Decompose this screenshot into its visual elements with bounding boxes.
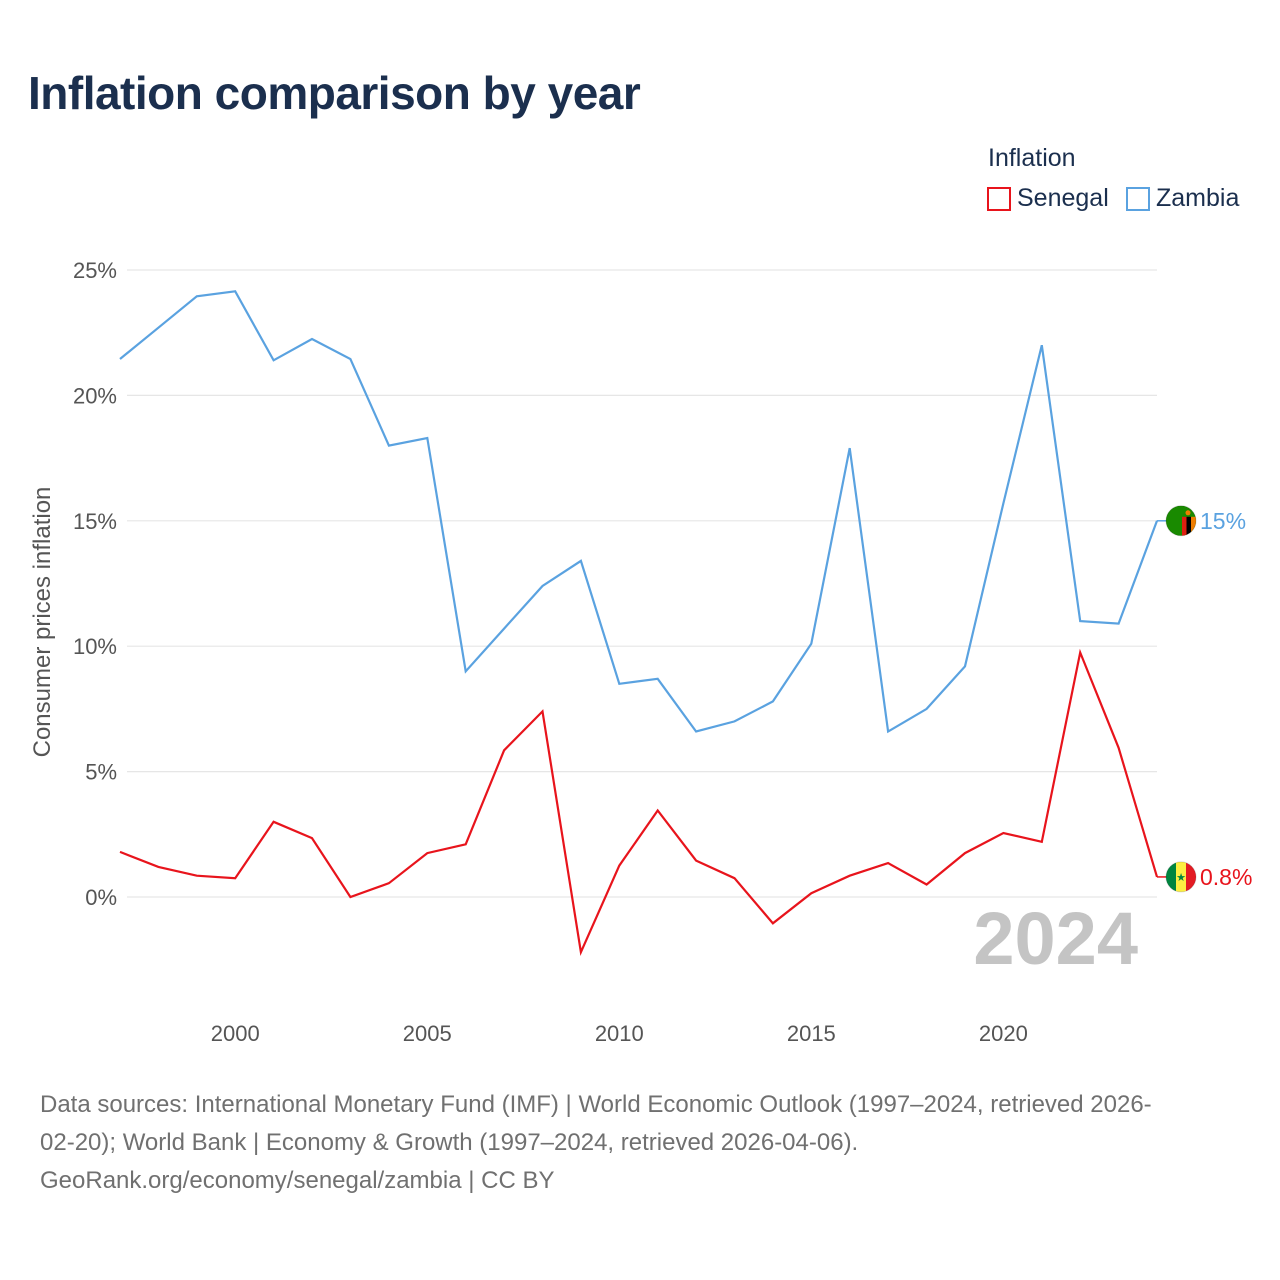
svg-text:★: ★: [1176, 872, 1186, 884]
grid-lines: [127, 269, 1157, 898]
y-tick-label: 10%: [73, 634, 117, 659]
x-tick-label: 2000: [211, 1021, 260, 1046]
y-tick-label: 5%: [85, 760, 117, 785]
sources-line-1: Data sources: International Monetary Fun…: [40, 1091, 1152, 1118]
series-line-zambia: [119, 290, 1159, 734]
legend-label-senegal: Senegal: [1017, 184, 1109, 212]
y-tick-label: 20%: [73, 383, 117, 408]
x-axis-ticks: 2000 2005 2010 2015 2020: [211, 1021, 1028, 1046]
line-chart: 0% 5% 10% 15% 20% 25% 2000 2005 2010 2015 2020 Co…: [29, 258, 1252, 1046]
series-line-senegal: [119, 648, 1159, 957]
end-label-senegal: 0.8%: [1200, 864, 1252, 890]
x-tick-label: 2020: [979, 1021, 1028, 1046]
end-label-zambia: 15%: [1200, 508, 1246, 534]
sources-line-3: GeoRank.org/economy/senegal/zambia | CC …: [40, 1167, 555, 1194]
series-end-markers: ★ 0.8% 15%: [1157, 505, 1252, 893]
y-axis-label: Consumer prices inflation: [29, 487, 56, 758]
x-tick-label: 2010: [595, 1021, 644, 1046]
senegal-flag-icon: ★: [1165, 861, 1197, 893]
legend-swatch-senegal: [987, 186, 1011, 211]
series-lines: [119, 290, 1159, 957]
data-sources: Data sources: International Monetary Fun…: [40, 1086, 1255, 1200]
legend-label-zambia: Zambia: [1156, 184, 1240, 212]
legend-swatch-zambia: [1126, 186, 1150, 211]
chart-title: Inflation comparison by year: [28, 67, 641, 119]
y-tick-label: 0%: [85, 885, 117, 910]
y-tick-label: 15%: [73, 509, 117, 534]
legend-item-senegal[interactable]: Senegal: [987, 184, 1109, 213]
x-tick-label: 2015: [787, 1021, 836, 1046]
x-tick-label: 2005: [403, 1021, 452, 1046]
legend-title: Inflation: [988, 144, 1076, 172]
zambia-flag-icon: [1165, 505, 1197, 537]
sources-line-2: 02-20); World Bank | Economy & Growth (1…: [40, 1129, 859, 1156]
year-watermark: 2024: [973, 897, 1138, 980]
y-tick-label: 25%: [73, 258, 117, 283]
y-axis-ticks: 0% 5% 10% 15% 20% 25%: [73, 258, 117, 910]
legend-item-zambia[interactable]: Zambia: [1126, 184, 1239, 213]
